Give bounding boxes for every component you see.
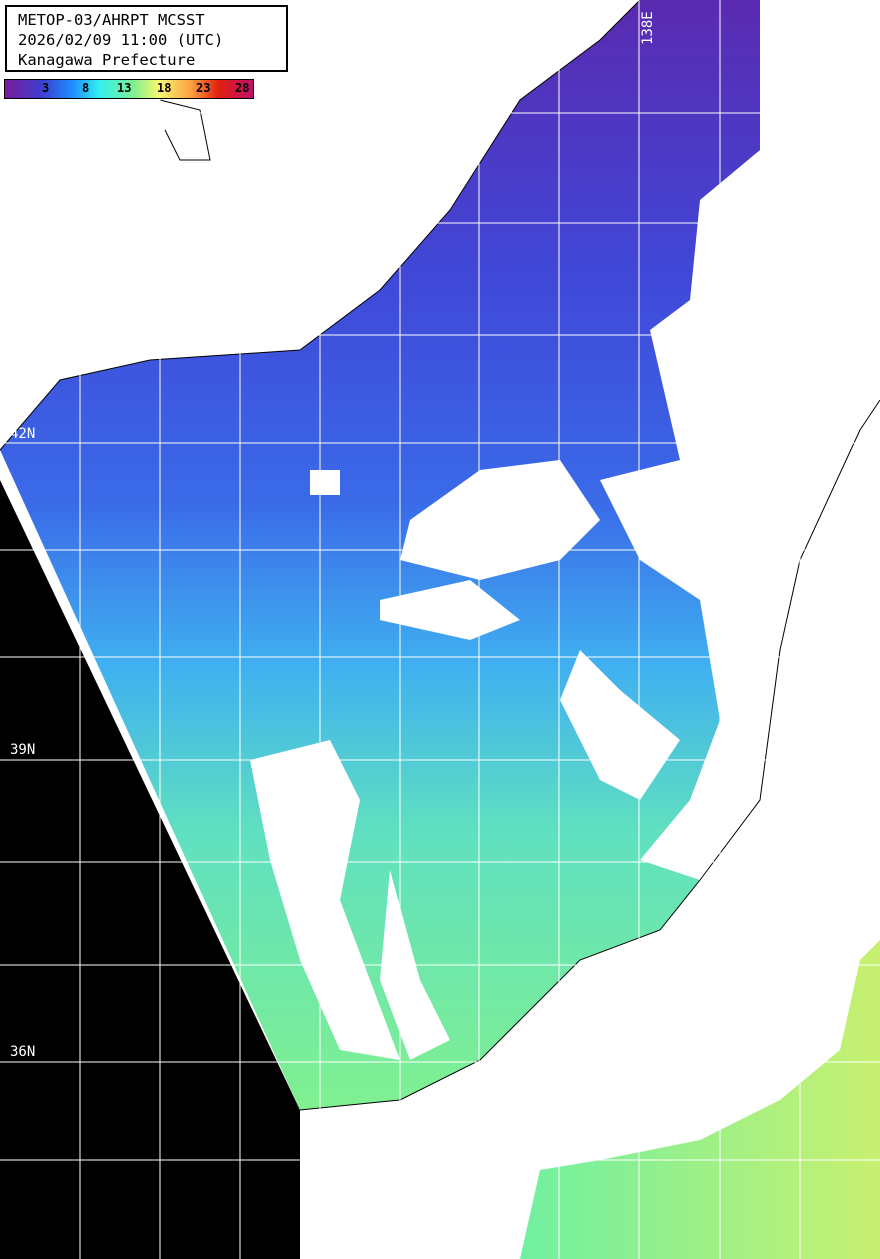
sea-surface-temperature xyxy=(0,0,760,1110)
lon-label-138e: 138E xyxy=(640,11,656,45)
title-box: METOP-03/AHRPT MCSST 2026/02/09 11:00 (U… xyxy=(5,5,288,72)
southern-coastal-sea xyxy=(520,940,880,1259)
scale-tick: 28 xyxy=(235,81,250,95)
scale-tick: 23 xyxy=(196,81,211,95)
lat-label-42n: 42N xyxy=(10,426,36,442)
lat-label-36n: 36N xyxy=(10,1044,36,1060)
timestamp: 2026/02/09 11:00 (UTC) xyxy=(18,31,224,49)
satellite-product: METOP-03/AHRPT MCSST xyxy=(18,11,205,29)
region-name: Kanagawa Prefecture xyxy=(18,51,196,69)
coastline xyxy=(0,0,880,1111)
scale-tick: 8 xyxy=(82,81,90,95)
lat-label-39n: 39N xyxy=(10,742,36,758)
color-scale-bar: 3 8 13 18 23 28 xyxy=(4,79,254,99)
scale-tick: 18 xyxy=(157,81,172,95)
scale-tick: 3 xyxy=(42,81,50,95)
scale-tick: 13 xyxy=(117,81,132,95)
no-data-region xyxy=(0,480,300,1259)
